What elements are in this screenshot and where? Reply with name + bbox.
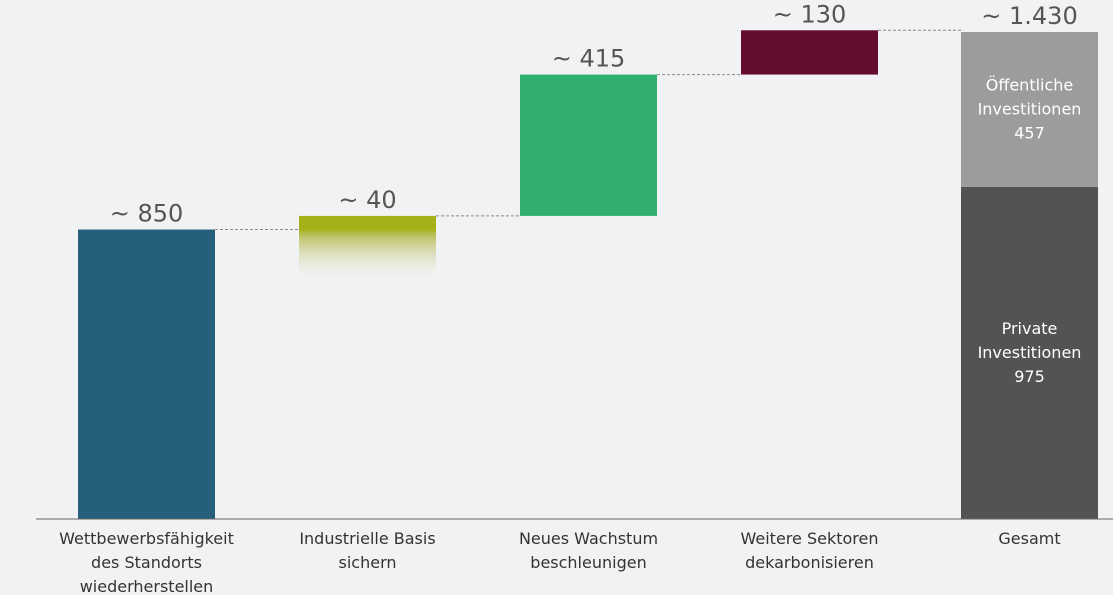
category-label-5: Gesamt xyxy=(998,529,1060,548)
category-label-4: Weitere Sektoren dekarbonisieren xyxy=(741,529,879,572)
bar-step-1 xyxy=(78,229,215,519)
bar-value-label-4: ~ 130 xyxy=(773,0,847,28)
bar-value-label-2: ~ 40 xyxy=(338,186,396,214)
total-segment-label-1: Private Investitionen 975 xyxy=(978,319,1082,386)
bar-step-4 xyxy=(741,30,878,75)
total-value-label: ~ 1.430 xyxy=(981,2,1077,30)
total-segment-label-2: Öffentliche Investitionen 457 xyxy=(978,75,1082,142)
category-label-1: Wettbewerbsfähigkeit des Standorts wiederh… xyxy=(59,529,234,595)
category-label-3: Neues Wachstum beschleunigen xyxy=(519,529,658,572)
bar-value-label-1: ~ 850 xyxy=(110,200,184,228)
bar-step-2 xyxy=(299,215,436,283)
bar-step-3 xyxy=(520,74,657,216)
category-label-2: Industrielle Basis sichern xyxy=(299,529,435,572)
bar-value-label-3: ~ 415 xyxy=(552,45,626,73)
total-segment-2 xyxy=(961,32,1098,187)
total-segment-1 xyxy=(961,186,1098,520)
